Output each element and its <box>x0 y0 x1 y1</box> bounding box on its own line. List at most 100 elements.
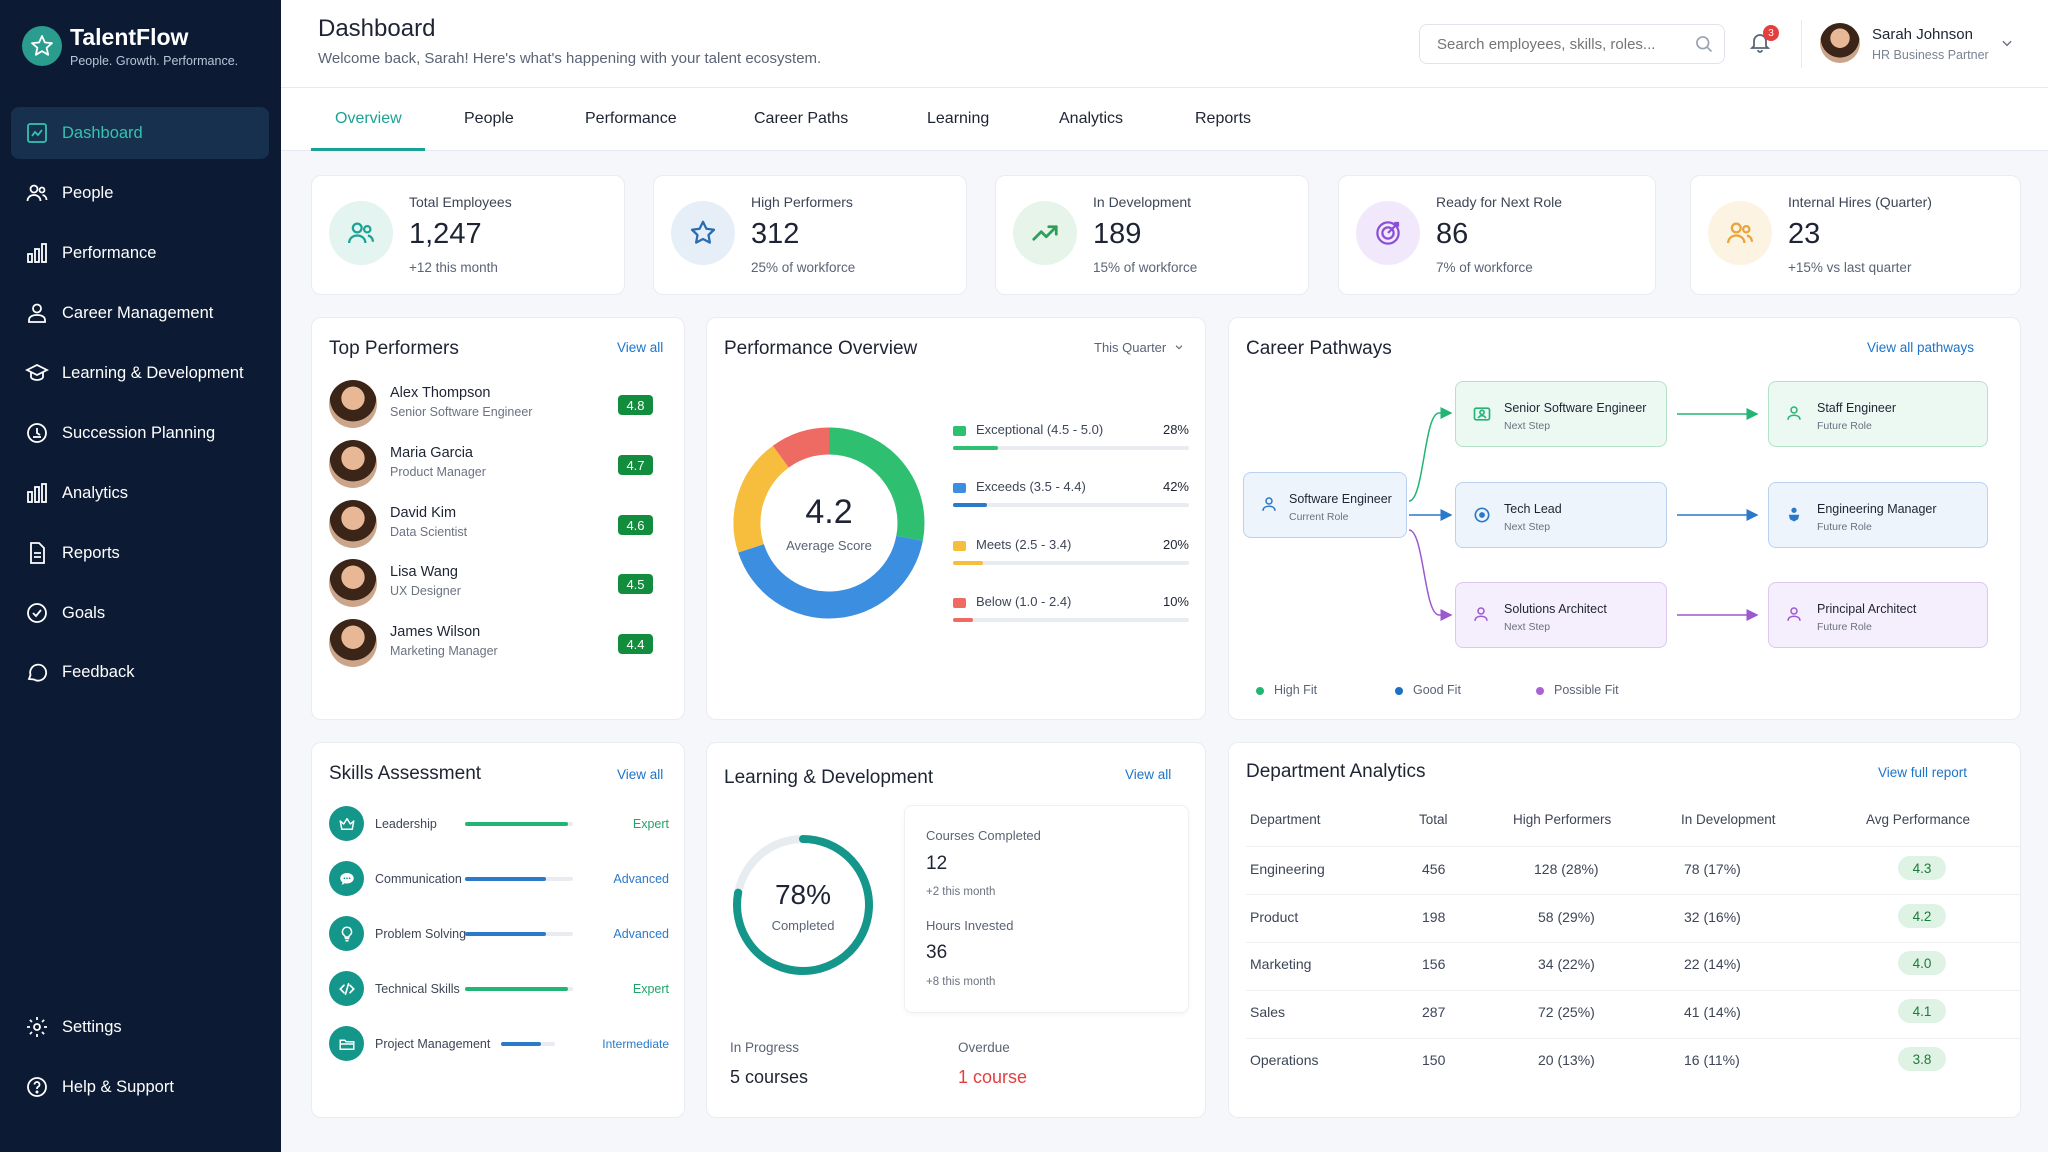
sidebar-item-performance[interactable]: Performance <box>11 227 269 279</box>
search-input[interactable] <box>1437 35 1677 53</box>
sidebar-item-goals[interactable]: Goals <box>11 587 269 639</box>
skill-row-technical-skills[interactable]: Technical Skills Expert <box>329 971 669 1007</box>
avatar <box>329 619 377 667</box>
stat-label: Hours Invested <box>926 918 1014 933</box>
sidebar-item-label: Dashboard <box>62 123 143 142</box>
sidebar-item-label: Feedback <box>62 662 135 681</box>
tab-performance[interactable]: Performance <box>585 110 677 127</box>
list-item[interactable]: Lisa Wang UX Designer 4.5 <box>329 559 653 607</box>
chevron-down-icon[interactable] <box>2000 36 2014 50</box>
card-title: Learning & Development <box>724 767 934 788</box>
tab-overview[interactable]: Overview <box>335 110 402 127</box>
sidebar-item-label: Goals <box>62 603 106 622</box>
stat-subtext: 25% of workforce <box>751 260 856 275</box>
overdue-label: Overdue <box>958 1040 1010 1055</box>
pathway-node-engineering-manager[interactable]: Engineering Manager Future Role <box>1768 482 1988 548</box>
list-item[interactable]: David Kim Data Scientist 4.6 <box>329 500 653 548</box>
sidebar-item-help-support[interactable]: Help & Support <box>11 1061 269 1113</box>
sidebar-item-feedback[interactable]: Feedback <box>11 646 269 698</box>
skill-row-leadership[interactable]: Leadership Expert <box>329 806 669 842</box>
sidebar-item-settings[interactable]: Settings <box>11 1001 269 1053</box>
stat-card-high-performers[interactable]: High Performers 312 25% of workforce <box>653 175 967 295</box>
skill-name: Communication <box>375 872 462 886</box>
skill-row-problem-solving[interactable]: Problem Solving Advanced <box>329 916 669 952</box>
sidebar-item-dashboard[interactable]: Dashboard <box>11 107 269 159</box>
tab-bar: Overview People Performance Career Paths… <box>281 88 2048 151</box>
app-tagline: People. Growth. Performance. <box>70 54 239 68</box>
legend-swatch <box>953 541 966 551</box>
pathway-node-staff-engineer[interactable]: Staff Engineer Future Role <box>1768 381 1988 447</box>
pathway-node-solutions-architect[interactable]: Solutions Architect Next Step <box>1455 582 1667 648</box>
pathway-node-senior-software-engineer[interactable]: Senior Software Engineer Next Step <box>1455 381 1667 447</box>
node-subtitle: Future Role <box>1817 420 1872 432</box>
tab-reports[interactable]: Reports <box>1195 110 1252 127</box>
sidebar-item-succession-planning[interactable]: Succession Planning <box>11 407 269 459</box>
user-icon <box>1787 406 1801 420</box>
node-title: Senior Software Engineer <box>1504 401 1647 415</box>
legend-high-fit: High Fit <box>1256 683 1317 697</box>
legend-label: Possible Fit <box>1554 683 1619 697</box>
avg-performance-badge: 4.3 <box>1898 856 1946 880</box>
overdue-value[interactable]: 1 course <box>958 1067 1028 1087</box>
skill-row-communication[interactable]: Communication Advanced <box>329 861 669 897</box>
people-icon <box>329 201 393 265</box>
row-divider <box>1246 990 2020 991</box>
user-name[interactable]: Sarah Johnson <box>1872 26 1973 43</box>
target-icon <box>1356 201 1420 265</box>
pathway-node-principal-architect[interactable]: Principal Architect Future Role <box>1768 582 1988 648</box>
app-logo[interactable]: TalentFlow People. Growth. Performance. <box>22 24 238 68</box>
legend-label: Exceeds (3.5 - 4.4) <box>976 479 1086 494</box>
tab-people[interactable]: People <box>464 110 514 127</box>
stat-card-internal-hires[interactable]: Internal Hires (Quarter) 23 +15% vs last… <box>1690 175 2021 295</box>
view-all-link[interactable]: View all <box>617 340 664 355</box>
column-header: High Performers <box>1513 812 1612 827</box>
sidebar-item-people[interactable]: People <box>11 167 269 219</box>
top-performers-card: Top Performers View all Alex Thompson Se… <box>311 317 685 720</box>
donut-slice-2[interactable] <box>733 445 790 553</box>
skill-name: Problem Solving <box>375 927 467 941</box>
stat-value: 36 <box>926 942 948 963</box>
search-box[interactable] <box>1419 24 1725 64</box>
trend-up-icon <box>1013 201 1077 265</box>
cell-high-performers: 72 (25%) <box>1538 1004 1595 1020</box>
donut-slice-3[interactable] <box>772 427 830 468</box>
donut-slice-0[interactable] <box>828 427 925 541</box>
sidebar-item-learning-development[interactable]: Learning & Development <box>11 347 269 399</box>
tab-career-paths[interactable]: Career Paths <box>754 110 849 127</box>
search-icon[interactable] <box>1694 34 1714 54</box>
list-item[interactable]: Alex Thompson Senior Software Engineer 4… <box>329 380 653 428</box>
node-subtitle: Future Role <box>1817 621 1872 633</box>
tab-analytics[interactable]: Analytics <box>1059 110 1124 127</box>
user-avatar[interactable] <box>1820 23 1860 63</box>
column-header: Avg Performance <box>1866 812 1971 827</box>
stat-card-ready-next-role[interactable]: Ready for Next Role 86 7% of workforce <box>1338 175 1656 295</box>
in-progress-value[interactable]: 5 courses <box>730 1067 809 1087</box>
skill-row-project-management[interactable]: Project Management Intermediate <box>329 1026 669 1062</box>
period-select[interactable]: This Quarter <box>1094 340 1184 355</box>
stat-label: Total Employees <box>409 194 512 210</box>
stat-card-total-employees[interactable]: Total Employees 1,247 +12 this month <box>311 175 625 295</box>
legend-label: Exceptional (4.5 - 5.0) <box>976 422 1104 437</box>
pathway-node-current[interactable]: Software Engineer Current Role <box>1243 472 1407 538</box>
list-item[interactable]: James Wilson Marketing Manager 4.4 <box>329 619 653 667</box>
view-all-pathways-link[interactable]: View all pathways <box>1867 340 1975 355</box>
view-all-link[interactable]: View all <box>617 767 664 782</box>
donut-slice-1[interactable] <box>738 535 923 619</box>
sidebar-item-reports[interactable]: Reports <box>11 527 269 579</box>
tab-learning[interactable]: Learning <box>927 110 990 127</box>
skill-bar-track <box>465 987 573 991</box>
user-icon <box>1474 607 1488 621</box>
sidebar-item-career-management[interactable]: Career Management <box>11 287 269 339</box>
sidebar-item-analytics[interactable]: Analytics <box>11 467 269 519</box>
score-badge: 4.4 <box>618 634 653 654</box>
list-item[interactable]: Maria Garcia Product Manager 4.7 <box>329 440 653 488</box>
stat-card-in-development[interactable]: In Development 189 15% of workforce <box>995 175 1309 295</box>
view-full-report-link[interactable]: View full report <box>1878 765 1968 780</box>
avg-performance-badge: 4.2 <box>1898 904 1946 928</box>
notification-bell-icon[interactable] <box>1748 30 1772 54</box>
performance-overview-card: Performance Overview This Quarter 4.2 Av… <box>706 317 1206 720</box>
view-all-link[interactable]: View all <box>1125 767 1172 782</box>
notification-badge: 3 <box>1763 25 1779 41</box>
card-title: Top Performers <box>329 338 459 359</box>
pathway-node-tech-lead[interactable]: Tech Lead Next Step <box>1455 482 1667 548</box>
